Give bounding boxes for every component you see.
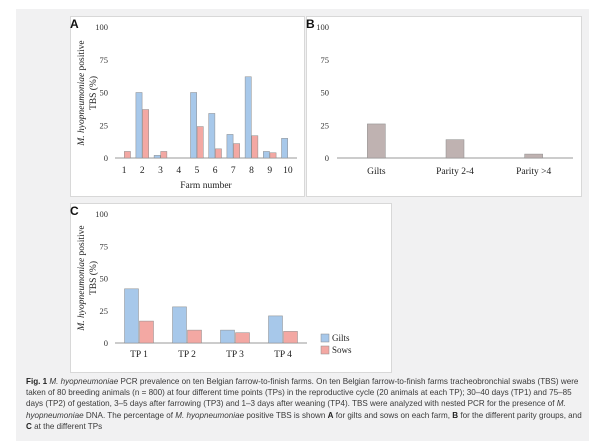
chart-b-ytick-label: 75 bbox=[321, 55, 330, 65]
caption-species-2: M. hyopneumoniae bbox=[26, 399, 566, 420]
chart-a-ytick-label: 100 bbox=[95, 22, 108, 32]
chart-c-bar-sows bbox=[139, 320, 154, 344]
chart-a-bar-sows bbox=[215, 148, 222, 159]
chart-b-category-label: Parity 2-4 bbox=[436, 167, 474, 177]
chart-c-category-label: TP 4 bbox=[274, 350, 292, 360]
chart-c-bar-gilts bbox=[172, 306, 187, 344]
caption-part1: PCR prevalence on ten Belgian farrow-to-… bbox=[26, 377, 579, 409]
chart-a-category-label: 6 bbox=[213, 166, 218, 176]
chart-b-ytick-label: 0 bbox=[325, 153, 329, 163]
panel-b: 0 25 50 75 100 Gilts Parity 2-4 Parity >4 bbox=[306, 16, 582, 197]
chart-c-category-label: TP 1 bbox=[130, 350, 148, 360]
chart-c-bar-gilts bbox=[124, 288, 139, 344]
chart-a-ytick-label: 0 bbox=[104, 153, 108, 163]
chart-a-bar-gilts bbox=[153, 155, 161, 159]
chart-c-ytick-label: 50 bbox=[100, 274, 109, 284]
chart-a-bar-sows bbox=[160, 151, 168, 159]
chart-c-ytick-label: 25 bbox=[100, 306, 109, 316]
chart-a-xlabel: Farm number bbox=[180, 181, 232, 191]
chart-b-bar-series bbox=[524, 153, 543, 159]
chart-c-bar-gilts bbox=[220, 329, 235, 344]
chart-c: 0 25 50 75 100 TP 1 TP 2 TP 3 TP 4 M. hyopneumoni… bbox=[77, 209, 352, 360]
panel-c-letter: C bbox=[70, 204, 79, 218]
chart-a-bar-sows bbox=[124, 151, 131, 159]
chart-a-bar-sows bbox=[251, 135, 259, 159]
chart-a-category-label: 8 bbox=[249, 166, 254, 176]
caption-part3: positive TBS is shown bbox=[244, 410, 328, 420]
caption-species: M. hyopneumoniae bbox=[49, 377, 119, 386]
chart-c-category-label: TP 2 bbox=[178, 350, 196, 360]
chart-a-category-label: 3 bbox=[158, 166, 163, 176]
chart-b-ytick-label: 100 bbox=[316, 22, 329, 32]
chart-c-legend-label: Gilts bbox=[332, 333, 350, 343]
chart-a-bar-gilts bbox=[135, 92, 143, 159]
chart-a-bar-gilts bbox=[190, 92, 197, 159]
chart-c-ytick-label: 75 bbox=[100, 241, 109, 251]
chart-a-category-label: 1 bbox=[122, 166, 127, 176]
chart-a-bar-gilts bbox=[226, 134, 234, 159]
chart-a-category-label: 2 bbox=[140, 166, 145, 176]
chart-a-bar-gilts bbox=[244, 76, 252, 159]
chart-c-ylabel-line1: M. hyopneumoniae positive bbox=[77, 225, 87, 331]
chart-a-ytick-label: 50 bbox=[100, 88, 109, 98]
chart-a-bar-sows bbox=[196, 126, 204, 159]
panel-b-letter: B bbox=[306, 17, 315, 31]
chart-b-category-label: Gilts bbox=[367, 167, 386, 177]
chart-c-legend-swatch bbox=[320, 345, 330, 355]
panel-a: 0 25 50 75 100 1 2 3 4 5 6 7 8 9 10 Farm number M. hyopn… bbox=[70, 16, 305, 197]
chart-a-category-label: 10 bbox=[283, 166, 293, 176]
chart-c-ylabel-line2: TBS (%) bbox=[88, 261, 99, 295]
chart-c-bar-sows bbox=[235, 332, 250, 344]
figure-caption: Fig. 1 M. hyopneumoniae PCR prevalence o… bbox=[26, 376, 582, 432]
chart-b-bar-series bbox=[367, 123, 386, 159]
chart-b-ytick-label: 50 bbox=[321, 88, 330, 98]
chart-c-bar-sows bbox=[187, 329, 202, 344]
chart-c-legend-swatch bbox=[320, 333, 330, 343]
caption-bold-c: C bbox=[26, 421, 32, 431]
chart-c-bar-sows bbox=[283, 331, 298, 344]
caption-part5: for the different parity groups, and bbox=[458, 410, 582, 420]
caption-part4: for gilts and sows on each farm, bbox=[333, 410, 453, 420]
caption-part6: at the different TPs bbox=[31, 421, 103, 431]
caption-fig-label: Fig. 1 bbox=[26, 377, 48, 386]
chart-c-legend-label: Sows bbox=[332, 345, 352, 355]
caption-bold-b: B bbox=[452, 410, 459, 420]
chart-a-bar-gilts bbox=[263, 151, 270, 159]
chart-a-category-label: 4 bbox=[176, 166, 181, 176]
chart-c-category-label: TP 3 bbox=[226, 350, 244, 360]
caption-species-3: M. hyopneumoniae bbox=[175, 410, 245, 420]
chart-a-bar-gilts bbox=[281, 138, 288, 159]
chart-a-ylabel-line2: TBS (%) bbox=[88, 76, 99, 110]
chart-c-ytick-label: 0 bbox=[104, 338, 108, 348]
chart-b-category-label: Parity >4 bbox=[516, 167, 551, 177]
panel-c: 0 25 50 75 100 TP 1 TP 2 TP 3 TP 4 M. hyopneumoni… bbox=[70, 203, 392, 373]
chart-a-bar-sows bbox=[233, 143, 240, 159]
chart-a-bar-sows bbox=[269, 152, 277, 159]
chart-a-bar-gilts bbox=[208, 113, 216, 159]
chart-b-bar-series bbox=[445, 139, 465, 159]
chart-a-category-label: 5 bbox=[195, 166, 200, 176]
chart-b: 0 25 50 75 100 Gilts Parity 2-4 Parity >4 bbox=[316, 22, 573, 177]
panel-a-letter: A bbox=[70, 17, 79, 31]
chart-a-category-label: 7 bbox=[231, 166, 236, 176]
chart-c-bar-gilts bbox=[268, 315, 283, 344]
chart-a-ytick-label: 25 bbox=[100, 120, 109, 130]
caption-part2: DNA. The percentage of bbox=[83, 410, 176, 420]
chart-b-ytick-label: 25 bbox=[321, 120, 330, 130]
chart-a-bar-sows bbox=[142, 109, 149, 159]
chart-a: 0 25 50 75 100 1 2 3 4 5 6 7 8 9 10 Farm number M. hyopn… bbox=[77, 22, 297, 191]
caption-bold-a: A bbox=[327, 410, 334, 420]
chart-c-ytick-label: 100 bbox=[95, 209, 108, 219]
chart-a-ylabel-line1: M. hyopneumoniae positive bbox=[77, 40, 87, 146]
chart-a-category-label: 9 bbox=[267, 166, 272, 176]
chart-a-ytick-label: 75 bbox=[100, 55, 109, 65]
